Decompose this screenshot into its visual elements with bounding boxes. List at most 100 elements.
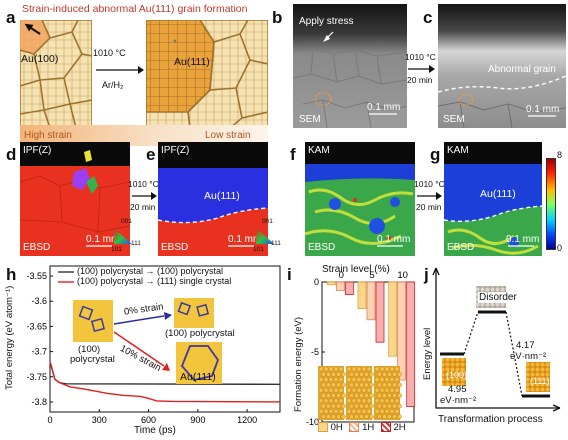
h-xtick-label: 300: [92, 415, 107, 425]
panel-b-label: b: [272, 8, 283, 27]
lattice-atom: [379, 409, 385, 414]
fg-arrow: [417, 192, 442, 200]
h-ylabel: Total energy (eV atom⁻¹): [4, 285, 15, 390]
sem-label-c: SEM: [443, 114, 465, 125]
lattice-atom: [333, 366, 339, 372]
colorbar-max: 8: [557, 150, 563, 160]
lattice-atom: [318, 387, 324, 393]
lattice-atom: [394, 387, 400, 393]
h-ytick-label: -3.65: [26, 321, 47, 331]
ebsd-kam-map-g: KAM Au(111) EBSD 0.1 mm: [444, 142, 542, 256]
bc-temp: 1010 °C: [405, 52, 436, 62]
lattice-atom: [359, 393, 364, 398]
lattice-atom: [387, 414, 392, 420]
panel-a-title: Strain-induced abnormal Au(111) grain fo…: [22, 3, 248, 15]
anneal-arrow: [96, 66, 144, 74]
lattice-atom: [394, 377, 400, 382]
lattice-atom: [397, 382, 402, 388]
ebsd-label-d: EBSD: [23, 242, 51, 253]
lattice-atom: [379, 387, 385, 393]
lattice-atom: [331, 403, 336, 409]
lattice-atom: [346, 366, 352, 372]
right-energy-value: 4.17: [516, 340, 535, 351]
ipf-label-e: IPF(Z): [161, 145, 190, 156]
ebsd-ipf-map-d: IPF(Z) EBSD 0.1 mm: [20, 142, 130, 256]
lattice-atom: [366, 377, 372, 382]
ipf-key-111-d: 111: [131, 240, 141, 247]
panel-g-label: g: [430, 145, 441, 164]
lattice-atom: [346, 398, 352, 404]
legend-1h: 1H: [362, 422, 375, 433]
lattice-atom: [349, 393, 354, 398]
lattice-atom: [338, 387, 344, 393]
lattice-atom: [321, 403, 326, 409]
h-ytick-label: -3.75: [26, 372, 47, 382]
lattice-atom: [359, 382, 364, 388]
kam-label-f: KAM: [308, 145, 330, 156]
anneal-temp: 1010 °C: [93, 48, 126, 58]
panel-e-label: e: [146, 145, 156, 164]
ipf-key-001-e: 001: [262, 218, 273, 225]
lattice-atom: [364, 414, 369, 420]
lattice-atom: [359, 414, 364, 420]
bc-arrow: [408, 65, 435, 73]
h-xlabel: Time (ps): [134, 425, 176, 436]
lattice-atom: [382, 393, 387, 398]
lattice-atom: [346, 409, 352, 414]
i-ytick-label: -5: [311, 347, 319, 357]
h-ytick-label: -3.55: [26, 271, 47, 281]
i-bar-0H: [326, 281, 336, 286]
lattice-atom: [346, 377, 352, 382]
lattice-atom: [318, 409, 324, 414]
lattice-atom: [382, 372, 387, 377]
lattice-atom: [341, 403, 346, 409]
lattice-atom: [326, 403, 331, 409]
lattice-atom: [326, 393, 331, 398]
lattice-atom: [369, 382, 374, 388]
lattice-atom: [377, 403, 382, 409]
i-ytick-label: 0: [314, 277, 319, 287]
h-xtick-label: 900: [190, 415, 205, 425]
lattice-atom: [351, 377, 357, 382]
lattice-atom: [326, 372, 331, 377]
inset-start-label-2: polycrystal: [70, 354, 115, 365]
lattice-atom: [397, 393, 402, 398]
legend-0h: 0H: [330, 422, 343, 433]
ipf-label-d: IPF(Z): [23, 145, 52, 156]
i-bar-0H: [357, 281, 367, 310]
lattice-atom: [374, 398, 380, 404]
kam-colorbar: [546, 158, 556, 250]
j-xlabel: Transformation process: [438, 414, 543, 425]
panel-h-label: h: [6, 265, 17, 284]
lattice-atom: [328, 366, 334, 372]
lattice-atom: [323, 398, 329, 404]
au111-label-e: Au(111): [204, 190, 240, 202]
de-temp: 1010 °C: [128, 179, 159, 189]
lattice-atom: [341, 372, 346, 377]
lattice-atom: [364, 403, 369, 409]
lattice-atom: [356, 377, 362, 382]
h-ytick-label: -3.7: [31, 347, 47, 357]
lattice-atom: [349, 372, 354, 377]
lattice-atom: [331, 414, 336, 420]
lattice-atom: [333, 409, 339, 414]
lattice-atom: [366, 409, 372, 414]
lattice-atom: [321, 393, 326, 398]
fg-time: 20 min: [416, 202, 442, 212]
fg-temp: 1010 °C: [414, 179, 445, 189]
legend-swatch-1h: [349, 422, 360, 433]
i-ylabel: Formation energy (eV): [293, 316, 304, 412]
ipf-key-triangle-e: [256, 228, 274, 244]
ebsd-ipf-map-e: IPF(Z) Au(111) EBSD 0.1 mm: [158, 142, 268, 256]
inset-start-label-1: (100): [78, 344, 101, 355]
lattice-atom: [374, 377, 380, 382]
lattice-atom: [369, 414, 374, 420]
sem-label-b: SEM: [299, 114, 321, 125]
lattice-atom: [328, 398, 334, 404]
lattice-atom: [351, 409, 357, 414]
lattice-atom: [354, 372, 359, 377]
lattice-atom: [333, 377, 339, 382]
lattice-atom: [382, 414, 387, 420]
inset-start-square: [73, 300, 113, 342]
abnormal-grain-label: Abnormal grain: [488, 64, 556, 75]
